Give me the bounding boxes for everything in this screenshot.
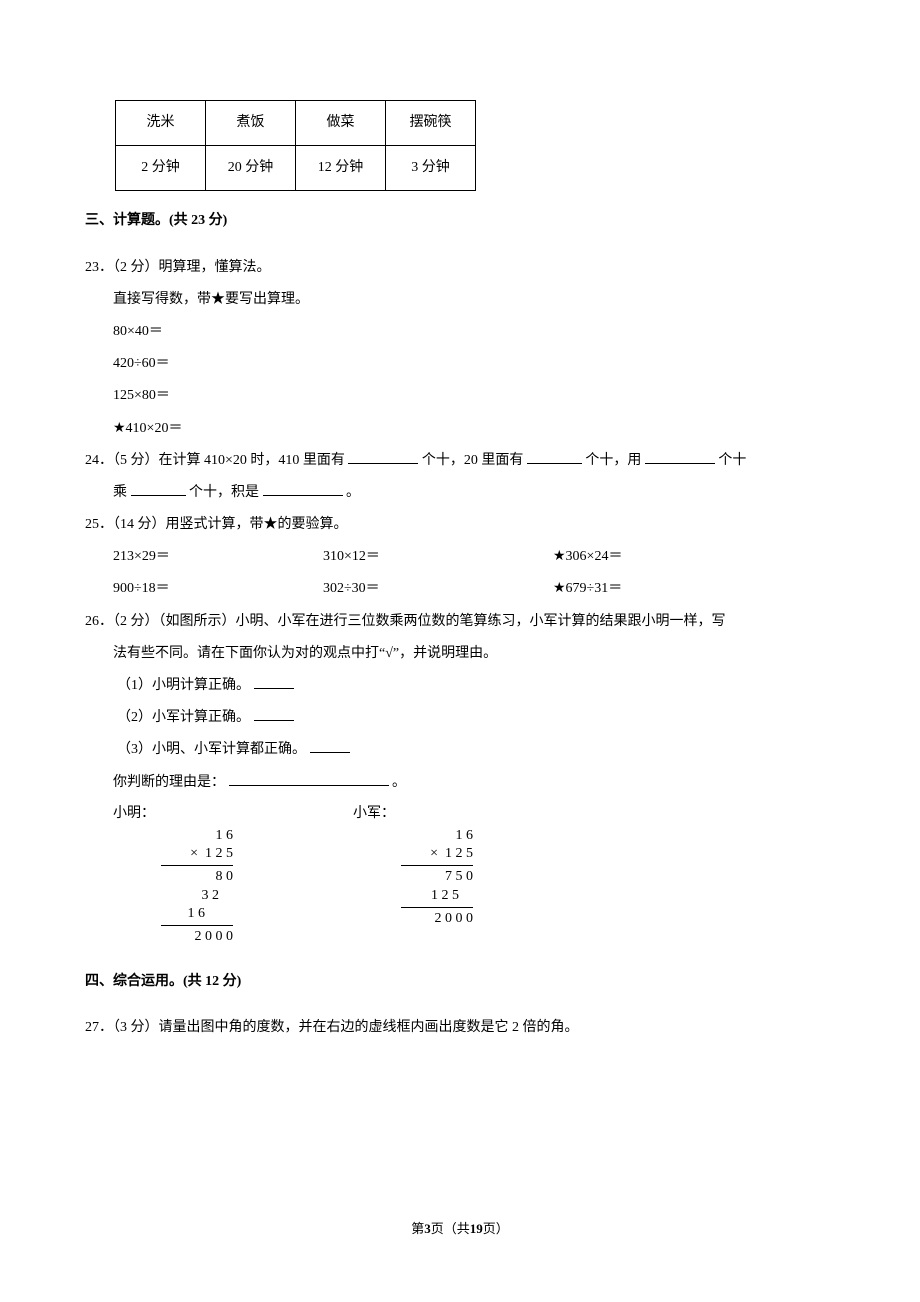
q26-reason-line: 你判断的理由是： 。	[85, 767, 835, 799]
q23-expr-4: ★410×20＝	[85, 413, 835, 445]
footer-text: 页）	[483, 1221, 509, 1236]
q24-text: 个十，积是	[189, 485, 263, 500]
q26-stem-2: 法有些不同。请在下面你认为对的观点中打“√”，并说明理由。	[85, 638, 835, 670]
q24-text: 24．（5 分）在计算 410×20 时，410 里面有	[85, 453, 348, 468]
q23-expr-1: 80×40＝	[85, 316, 835, 348]
q23-expr-3: 125×80＝	[85, 380, 835, 412]
q26-option-1: （1）小明计算正确。	[85, 670, 835, 702]
fill-blank[interactable]	[310, 738, 350, 753]
q24-text: 个十，20 里面有	[422, 453, 527, 468]
q26-option-3: （3）小明、小军计算都正确。	[85, 734, 835, 766]
calc-line: 1 2 5	[353, 887, 473, 905]
calc-line: 8 0	[113, 868, 233, 886]
page-footer: 第3页（共19页）	[85, 1214, 835, 1244]
q24-text: 。	[346, 485, 360, 500]
q27-stem: 27．（3 分）请量出图中角的度数，并在右边的虚线框内画出度数是它 2 倍的角。	[85, 1012, 835, 1044]
q25-expr: 302÷30＝	[323, 573, 553, 605]
q23-expr-2: 420÷60＝	[85, 348, 835, 380]
q24-line-2: 乘 个十，积是 。	[85, 477, 835, 509]
q26-option-text: （3）小明、小军计算都正确。	[117, 742, 306, 757]
q25-row-1: 213×29＝ 310×12＝ ★306×24＝	[85, 541, 835, 573]
footer-text: 第	[411, 1221, 424, 1236]
calc-line: 3 2	[113, 887, 233, 905]
fill-blank[interactable]	[254, 706, 294, 721]
task-time-table: 洗米 煮饭 做菜 摆碗筷 2 分钟 20 分钟 12 分钟 3 分钟	[115, 100, 476, 191]
fill-blank[interactable]	[263, 480, 343, 495]
section-3-heading: 三、计算题。(共 23 分)	[85, 205, 835, 237]
calc-rule	[161, 865, 233, 866]
calc-rule	[401, 907, 473, 908]
q25-expr: 900÷18＝	[113, 573, 323, 605]
table-cell: 12 分钟	[296, 146, 386, 191]
table-row: 洗米 煮饭 做菜 摆碗筷	[116, 101, 476, 146]
q23-instruction: 直接写得数，带★要写出算理。	[85, 284, 835, 316]
table-cell: 做菜	[296, 101, 386, 146]
table-cell: 煮饭	[206, 101, 296, 146]
q25-expr: ★306×24＝	[553, 541, 835, 573]
table-row: 2 分钟 20 分钟 12 分钟 3 分钟	[116, 146, 476, 191]
footer-total-pages: 19	[470, 1221, 483, 1236]
calc-line: × 1 2 5	[113, 845, 233, 863]
q26-reason-end: 。	[392, 775, 406, 790]
section-4-heading: 四、综合运用。(共 12 分)	[85, 966, 835, 998]
table-cell: 2 分钟	[116, 146, 206, 191]
q26-option-text: （2）小军计算正确。	[117, 710, 250, 725]
fill-blank[interactable]	[229, 770, 389, 785]
q25-row-2: 900÷18＝ 302÷30＝ ★679÷31＝	[85, 573, 835, 605]
xiaoming-work: 小明： 1 6 × 1 2 5 8 0 3 2 1 6 2 0 0 0	[113, 805, 233, 946]
q26-stem-1: 26．（2 分）（如图所示）小明、小军在进行三位数乘两位数的笔算练习，小军计算的…	[85, 606, 835, 638]
q24-text: 乘	[113, 485, 131, 500]
q24-text: 个十	[718, 453, 746, 468]
xiaojun-label: 小军：	[353, 805, 473, 823]
q23-stem: 23．（2 分）明算理，懂算法。	[85, 252, 835, 284]
calc-line: 2 0 0 0	[353, 910, 473, 928]
q25-expr: ★679÷31＝	[553, 573, 835, 605]
q26-reason-label: 你判断的理由是：	[113, 775, 225, 790]
fill-blank[interactable]	[131, 480, 186, 495]
q25-expr: 310×12＝	[323, 541, 553, 573]
q24-text: 个十，用	[585, 453, 645, 468]
footer-text: 页（共	[431, 1221, 470, 1236]
q25-expr: 213×29＝	[113, 541, 323, 573]
calc-rule	[161, 925, 233, 926]
fill-blank[interactable]	[254, 674, 294, 689]
q25-stem: 25．（14 分）用竖式计算，带★的要验算。	[85, 509, 835, 541]
q26-vertical-work: 小明： 1 6 × 1 2 5 8 0 3 2 1 6 2 0 0 0 小军： …	[85, 805, 835, 946]
table-cell: 摆碗筷	[386, 101, 476, 146]
xiaojun-work: 小军： 1 6 × 1 2 5 7 5 0 1 2 5 2 0 0 0	[353, 805, 473, 946]
fill-blank[interactable]	[645, 448, 715, 463]
q26-option-2: （2）小军计算正确。	[85, 702, 835, 734]
table-cell: 洗米	[116, 101, 206, 146]
fill-blank[interactable]	[527, 448, 582, 463]
table-cell: 20 分钟	[206, 146, 296, 191]
calc-line: × 1 2 5	[353, 845, 473, 863]
calc-line: 7 5 0	[353, 868, 473, 886]
calc-line: 1 6	[113, 905, 233, 923]
fill-blank[interactable]	[348, 448, 418, 463]
calc-rule	[401, 865, 473, 866]
calc-line: 1 6	[353, 827, 473, 845]
q24-line-1: 24．（5 分）在计算 410×20 时，410 里面有 个十，20 里面有 个…	[85, 445, 835, 477]
calc-line: 1 6	[113, 827, 233, 845]
q26-option-text: （1）小明计算正确。	[117, 678, 250, 693]
calc-line: 2 0 0 0	[113, 928, 233, 946]
table-cell: 3 分钟	[386, 146, 476, 191]
xiaoming-label: 小明：	[113, 805, 233, 823]
